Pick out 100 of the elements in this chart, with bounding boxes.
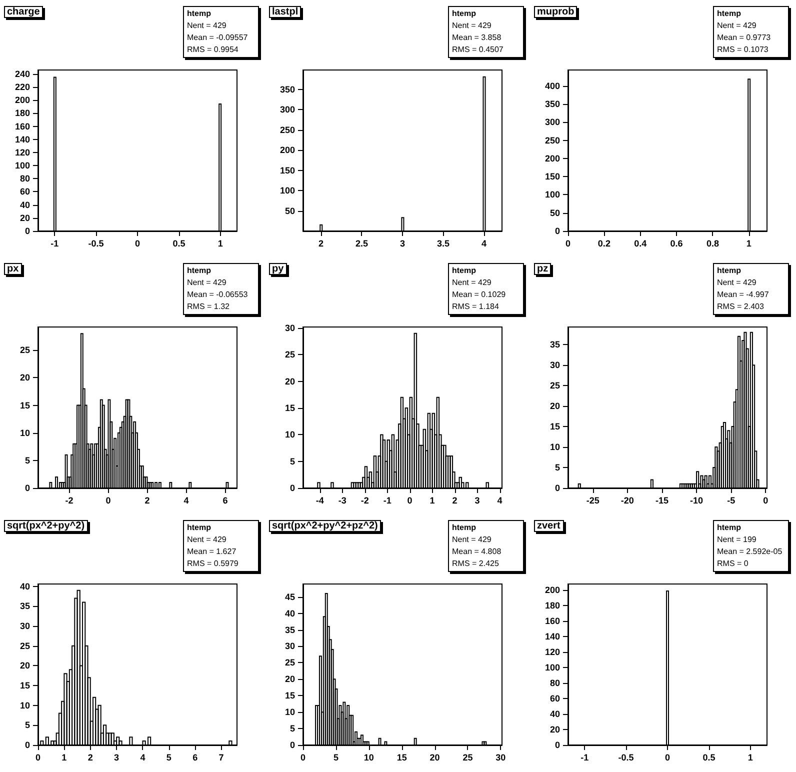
y-tick-label: 140 xyxy=(14,134,30,144)
y-tick-label: 160 xyxy=(14,121,30,132)
x-tick-label: -4 xyxy=(316,496,324,506)
y-tick-label: 40 xyxy=(20,581,30,592)
text: RMS = 0 xyxy=(717,558,750,570)
y-tick-label: 80 xyxy=(550,678,560,688)
x-tick-label: 0 xyxy=(35,752,41,762)
y-tick-label: 10 xyxy=(284,707,295,718)
x-tick-label: 10 xyxy=(364,752,374,762)
y-tick-label: 10 xyxy=(284,430,295,440)
y-tick-label: 150 xyxy=(544,172,560,182)
x-tick-label: 0 xyxy=(565,238,571,248)
y-tick-label: 15 xyxy=(284,403,295,414)
x-tick-label: 1 xyxy=(62,752,67,762)
x-tick-label: -5 xyxy=(727,496,736,506)
y-tick-label: 20 xyxy=(550,724,560,735)
x-tick-label: -1 xyxy=(383,496,392,506)
x-tick-label: 4 xyxy=(140,752,146,762)
chart-title: lastpl xyxy=(272,6,298,18)
x-tick-label: -25 xyxy=(586,496,600,506)
text: htemp xyxy=(452,522,477,534)
text: htemp xyxy=(717,265,742,277)
y-tick-label: 25 xyxy=(20,640,30,651)
y-tick-label: 15 xyxy=(20,400,30,410)
y-tick-label: 5 xyxy=(554,462,560,473)
x-tick-label: -20 xyxy=(620,496,634,506)
x-tick-label: -15 xyxy=(655,496,668,506)
x-tick-label: 5 xyxy=(333,752,338,762)
text: Nent = 429 xyxy=(717,277,758,289)
y-tick-label: 250 xyxy=(280,124,295,135)
text: Nent = 429 xyxy=(717,20,758,32)
y-tick-label: 25 xyxy=(20,345,30,356)
x-tick-label: -3 xyxy=(338,496,346,506)
text: RMS = 1.184 xyxy=(452,301,500,313)
y-tick-label: 400 xyxy=(544,80,560,91)
y-tick-label: 10 xyxy=(20,428,30,438)
x-tick-label: 0.2 xyxy=(598,238,610,248)
text: Nent = 429 xyxy=(187,277,228,289)
y-tick-label: 20 xyxy=(20,660,30,671)
x-tick-label: 5 xyxy=(166,752,172,762)
y-tick-label: 80 xyxy=(20,174,30,184)
x-tick-label: 7 xyxy=(218,752,224,762)
x-tick-label: 0.8 xyxy=(706,238,719,248)
text: Mean = -4.997 xyxy=(717,289,770,301)
y-tick-label: 40 xyxy=(20,200,30,210)
x-tick-label: -1 xyxy=(50,238,59,248)
y-tick-label: 5 xyxy=(290,456,295,466)
text: Mean = -0.06553 xyxy=(187,289,249,301)
x-tick-label: -2 xyxy=(360,496,369,506)
x-tick-label: 0 xyxy=(134,238,140,248)
text: Nent = 429 xyxy=(452,20,492,32)
text: RMS = 0.5979 xyxy=(187,558,240,570)
y-tick-label: 0 xyxy=(554,226,560,236)
y-tick-label: 300 xyxy=(280,104,295,115)
chart-title: pz xyxy=(537,264,548,274)
y-tick-label: 0 xyxy=(554,483,560,493)
text: Mean = -0.09557 xyxy=(187,32,249,44)
x-tick-label: 4 xyxy=(497,496,502,506)
y-tick-label: 20 xyxy=(550,401,560,412)
y-tick-label: 350 xyxy=(280,84,295,94)
y-tick-label: 30 xyxy=(284,323,295,334)
text: Mean = 3.858 xyxy=(452,32,502,44)
y-tick-label: 250 xyxy=(544,135,560,146)
x-tick-label: 6 xyxy=(192,752,198,762)
y-tick-label: 10 xyxy=(20,700,30,710)
y-tick-label: 5 xyxy=(290,724,295,734)
x-tick-label: 2.5 xyxy=(355,238,368,248)
text: RMS = 0.9954 xyxy=(187,44,240,56)
text: htemp xyxy=(187,265,212,277)
x-tick-label: 0 xyxy=(300,752,306,762)
x-tick-label: 4 xyxy=(482,238,487,248)
y-tick-label: 220 xyxy=(14,82,30,92)
y-tick-label: 200 xyxy=(280,145,295,156)
y-tick-label: 0 xyxy=(24,226,30,236)
y-tick-label: 100 xyxy=(14,160,30,171)
y-tick-label: 40 xyxy=(284,608,295,618)
text: htemp xyxy=(187,522,212,534)
text: htemp xyxy=(717,8,742,20)
chart-title: sqrt(px^2+py^2) xyxy=(7,520,85,532)
text: Nent = 429 xyxy=(187,20,228,32)
chart-title: charge xyxy=(7,6,40,18)
y-tick-label: 0 xyxy=(24,740,30,750)
y-tick-label: 120 xyxy=(14,147,30,158)
x-tick-label: 0.4 xyxy=(634,238,647,248)
chart-title: muprob xyxy=(537,6,574,18)
y-tick-label: 15 xyxy=(284,690,295,701)
x-tick-label: 0.5 xyxy=(172,238,186,248)
x-tick-label: -0.5 xyxy=(88,238,104,248)
y-tick-label: 200 xyxy=(544,153,560,164)
y-tick-label: 5 xyxy=(24,455,30,466)
y-tick-label: 180 xyxy=(544,600,560,611)
text: htemp xyxy=(717,522,742,534)
y-tick-label: 10 xyxy=(550,442,560,452)
x-tick-label: 1 xyxy=(746,238,752,248)
y-tick-label: 15 xyxy=(550,422,560,432)
x-tick-label: 2 xyxy=(452,496,458,506)
x-tick-label: 2 xyxy=(144,496,150,506)
chart-title: py xyxy=(272,264,284,274)
y-tick-label: 160 xyxy=(544,616,560,626)
x-tick-label: 6 xyxy=(222,496,228,506)
